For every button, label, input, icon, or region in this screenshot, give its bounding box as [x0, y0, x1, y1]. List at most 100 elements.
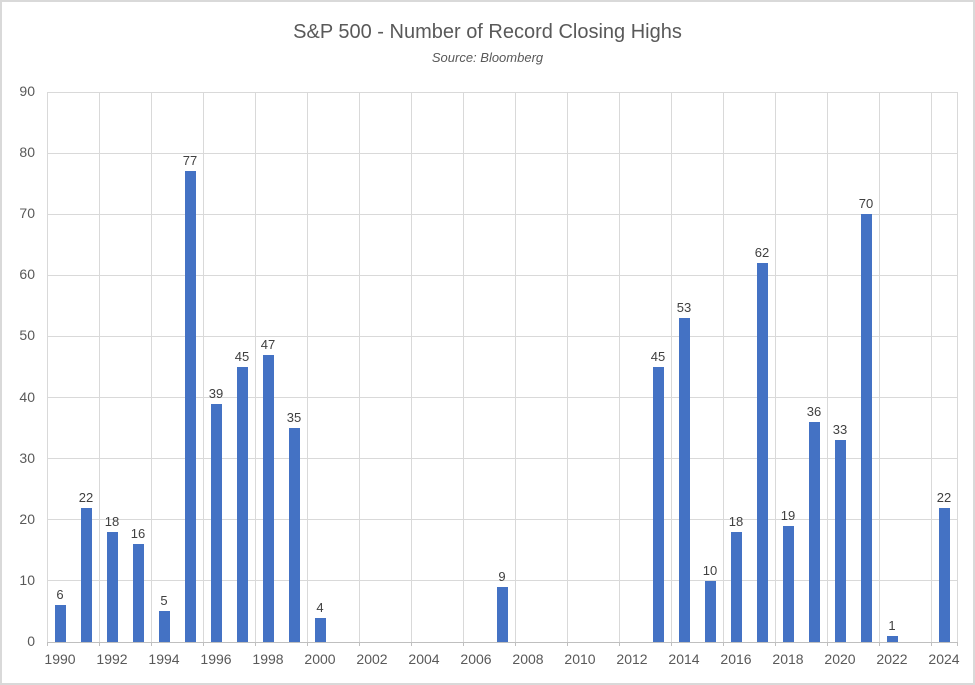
bar-2022 [886, 635, 898, 642]
bar-2013 [652, 367, 664, 642]
gridline-vertical [410, 92, 412, 642]
y-axis-label-10: 10 [19, 571, 35, 588]
x-axis-tick [306, 642, 308, 646]
y-axis-label-20: 20 [19, 510, 35, 527]
y-axis-label-80: 80 [19, 144, 35, 161]
gridline-horizontal [47, 152, 957, 154]
bar-1993 [132, 544, 144, 642]
x-axis-label-1992: 1992 [96, 651, 128, 667]
x-axis-tick [46, 642, 48, 646]
bar-label-1990: 6 [56, 587, 64, 603]
y-axis-label-40: 40 [19, 388, 35, 405]
x-axis-label-2012: 2012 [616, 651, 648, 667]
gridline-vertical [722, 92, 724, 642]
gridline-vertical [878, 92, 880, 642]
bar-1997 [236, 367, 248, 642]
bar-label-2000: 4 [316, 599, 324, 615]
x-axis-label-2006: 2006 [460, 651, 492, 667]
bar-1995 [184, 171, 196, 642]
gridline-horizontal [47, 274, 957, 276]
x-axis-label-2014: 2014 [668, 651, 700, 667]
x-axis-label-2002: 2002 [356, 651, 388, 667]
bar-label-1992: 18 [104, 514, 120, 529]
bar-label-2022: 1 [888, 617, 896, 633]
bar-label-2016: 18 [728, 514, 744, 529]
x-axis-label-2024: 2024 [928, 651, 960, 667]
gridline-vertical [826, 92, 828, 642]
x-axis-tick [462, 642, 464, 646]
gridline-vertical [566, 92, 568, 642]
x-axis-tick [514, 642, 516, 646]
bar-2014 [678, 318, 690, 642]
y-axis-label-50: 50 [19, 327, 35, 344]
gridline-vertical [202, 92, 204, 642]
chart-subtitle: Source: Bloomberg [431, 50, 544, 65]
x-axis-tick [410, 642, 412, 646]
bar-label-1994: 5 [160, 593, 168, 609]
bar-label-2018: 19 [780, 507, 796, 523]
bar-label-2020: 33 [832, 422, 848, 438]
gridline-vertical [514, 92, 516, 642]
x-axis-label-2018: 2018 [772, 651, 804, 667]
gridline-vertical [774, 92, 776, 642]
bar-2016 [730, 532, 742, 642]
x-axis-label-2004: 2004 [408, 651, 440, 667]
bar-label-2013: 45 [650, 349, 666, 364]
bar-label-1999: 35 [286, 410, 302, 426]
y-axis-label-0: 0 [27, 633, 35, 649]
x-axis-tick [878, 642, 880, 646]
x-axis-tick [618, 642, 620, 646]
gridline-vertical [46, 92, 48, 642]
x-axis-label-1996: 1996 [200, 651, 232, 667]
x-axis-tick [566, 642, 568, 646]
x-axis-label-2020: 2020 [824, 651, 856, 667]
bar-label-2024: 22 [936, 489, 952, 505]
bar-label-2007: 9 [498, 569, 506, 584]
gridline-vertical [306, 92, 308, 642]
gridline-vertical [462, 92, 464, 642]
bar-label-2014: 53 [676, 300, 692, 316]
x-axis-tick [930, 642, 932, 646]
gridline-vertical [150, 92, 152, 642]
gridline-vertical [618, 92, 620, 642]
x-axis-tick [98, 642, 100, 646]
x-axis-tick [202, 642, 204, 646]
bar-label-1998: 47 [260, 336, 276, 352]
bar-label-1997: 45 [234, 349, 250, 364]
y-axis-label-30: 30 [19, 449, 35, 466]
gridline-horizontal [47, 335, 957, 337]
x-axis-label-2016: 2016 [720, 651, 752, 667]
gridline-horizontal [47, 397, 957, 399]
x-axis-tick [826, 642, 828, 646]
chart-title: S&P 500 - Number of Record Closing Highs [293, 21, 682, 43]
x-axis-label-2008: 2008 [512, 651, 544, 667]
bar-label-1995: 77 [182, 153, 198, 169]
gridline-vertical [930, 92, 932, 642]
bar-2017 [756, 263, 768, 642]
x-axis-label-1994: 1994 [148, 651, 180, 667]
bar-label-1993: 16 [130, 526, 146, 542]
gridline-vertical [670, 92, 672, 642]
gridline-vertical [358, 92, 360, 642]
x-axis-line [47, 641, 957, 643]
bar-label-2019: 36 [806, 404, 822, 419]
x-axis-label-1990: 1990 [44, 651, 76, 667]
x-axis-label-1998: 1998 [252, 651, 284, 667]
bar-2020 [834, 440, 846, 642]
gridline-vertical [956, 92, 958, 642]
bar-2021 [860, 214, 872, 642]
bar-1992 [106, 532, 118, 642]
gridline-horizontal [47, 213, 957, 215]
bar-1998 [262, 354, 274, 642]
bar-2015 [704, 580, 716, 642]
gridline-vertical [254, 92, 256, 642]
x-axis-label-2022: 2022 [876, 651, 908, 667]
x-axis-tick [670, 642, 672, 646]
bar-1996 [210, 403, 222, 642]
bar-label-2017: 62 [754, 245, 770, 261]
x-axis-label-2000: 2000 [304, 651, 336, 667]
y-axis-label-70: 70 [19, 205, 35, 222]
x-axis-tick [722, 642, 724, 646]
bar-2019 [808, 422, 820, 642]
bar-label-1996: 39 [208, 385, 224, 401]
